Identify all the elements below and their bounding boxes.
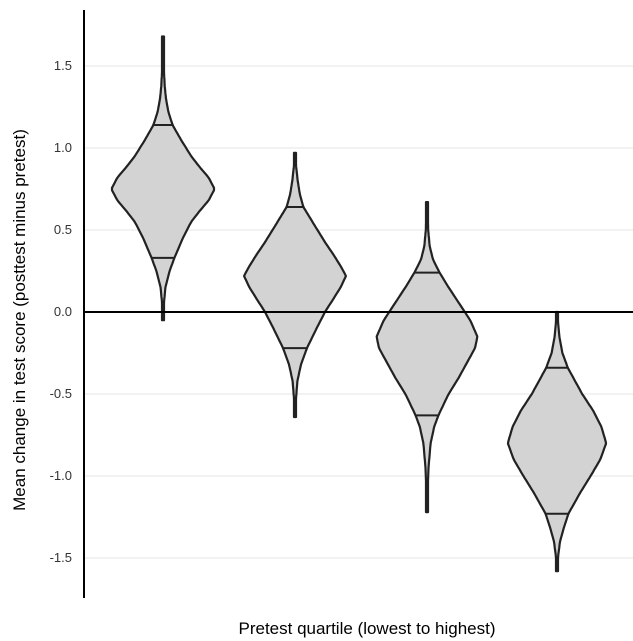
violin-body (375, 201, 479, 514)
violin-body (243, 151, 347, 419)
y-tick-label: 0.5 (54, 222, 72, 237)
y-tick-labels: -1.5 -1.0 -0.5 0.0 0.5 1.0 1.5 (50, 58, 72, 565)
y-tick-label: 1.0 (54, 140, 72, 155)
violins (110, 35, 608, 573)
violin-q2 (243, 151, 347, 419)
y-tick-label: -0.5 (50, 386, 72, 401)
y-tick-label: 1.5 (54, 58, 72, 73)
violin-q4 (506, 310, 608, 573)
y-tick-label: -1.5 (50, 550, 72, 565)
violin-body (506, 310, 608, 573)
y-tick-label: -1.0 (50, 468, 72, 483)
y-tick-label: 0.0 (54, 304, 72, 319)
violin-q1 (110, 35, 216, 322)
violin-q3 (375, 201, 479, 514)
x-axis-title: Pretest quartile (lowest to highest) (238, 619, 495, 638)
y-axis-title: Mean change in test score (posttest minu… (10, 129, 29, 511)
violin-body (110, 35, 216, 322)
